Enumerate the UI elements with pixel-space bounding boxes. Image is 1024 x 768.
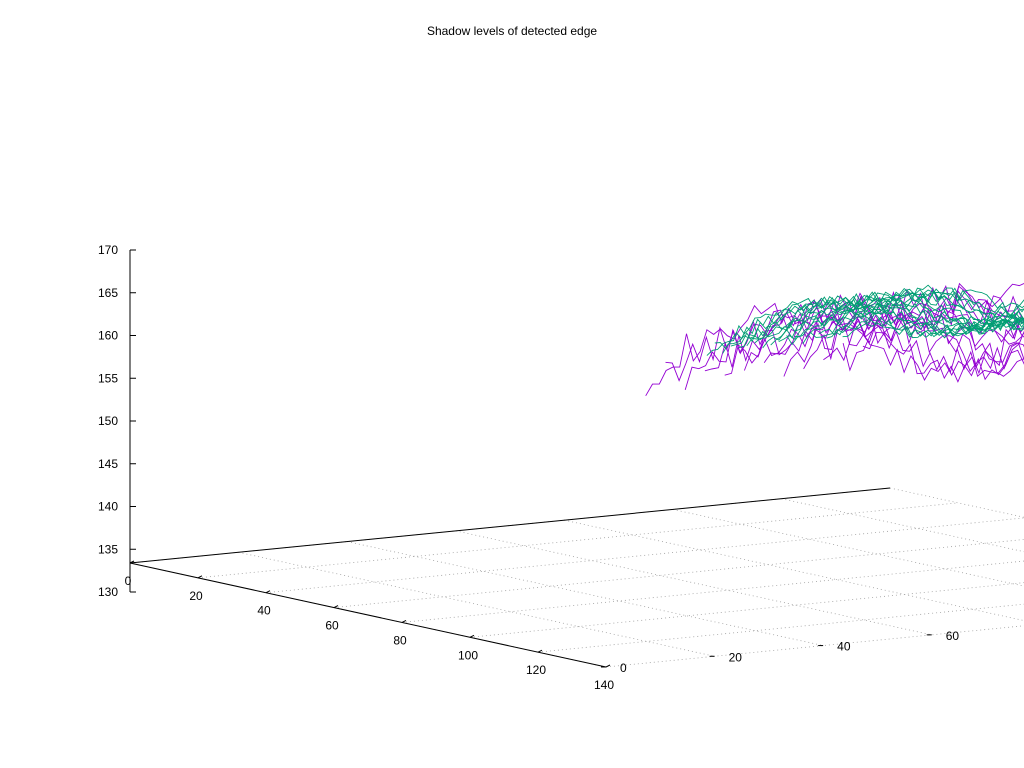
surface-row (826, 284, 1024, 339)
x-tick-mark (129, 560, 135, 564)
x-tick-label: 80 (393, 633, 407, 647)
x-tick-label: 20 (189, 589, 203, 603)
y-tick-label: 40 (837, 640, 851, 654)
surface-series-b (706, 284, 1024, 356)
y-axis-line (129, 487, 891, 564)
surface-row (762, 295, 1024, 349)
surface-row (802, 287, 1024, 345)
x-tick-mark (605, 664, 611, 668)
x-tick-mark (197, 575, 203, 579)
grid-line-y (347, 541, 824, 646)
z-tick-label: 145 (98, 457, 118, 471)
x-tick-label: 140 (594, 678, 614, 692)
grid-line-x (265, 517, 1024, 594)
axes (129, 249, 932, 668)
z-tick-label: 165 (98, 286, 118, 300)
surface-row (810, 290, 1024, 338)
z-tick-label: 135 (98, 542, 118, 556)
grid-line-y (889, 487, 1024, 518)
surface-row (794, 292, 1024, 337)
grid-line-x (401, 560, 1024, 623)
z-tick-label: 160 (98, 329, 118, 343)
grid-line-x (197, 502, 959, 579)
grid-line-y (238, 551, 715, 657)
surface-row (763, 288, 1024, 363)
grid-line-x (469, 582, 1024, 638)
chart-title: Shadow levels of detected edge (427, 24, 597, 38)
surface-row (842, 287, 1024, 338)
z-tick-label: 150 (98, 414, 118, 428)
surface-row (823, 282, 1024, 362)
x-tick-label: 100 (458, 648, 478, 662)
surface-row (714, 299, 1024, 349)
grid-line-y (455, 530, 932, 636)
floor-grid (129, 487, 1024, 668)
z-tick-label: 170 (98, 243, 118, 257)
grid-line-x (333, 539, 1024, 608)
grid-line-y (781, 498, 1024, 553)
x-tick-label: 120 (526, 663, 546, 677)
surface-row (834, 287, 1024, 336)
x-tick-mark (469, 634, 475, 638)
z-tick-label: 140 (98, 500, 118, 514)
x-tick-mark (333, 605, 339, 609)
surface-row (754, 293, 1024, 344)
y-tick-label: 20 (729, 650, 743, 664)
surface-row (730, 296, 1024, 347)
x-tick-mark (265, 590, 271, 594)
x-tick-label: 40 (257, 604, 271, 618)
tick-labels: 0204060801001201400204060801001201401301… (98, 243, 960, 692)
surface-row (786, 292, 1024, 346)
x-tick-label: 0 (125, 574, 132, 588)
grid-line-x (605, 625, 1024, 668)
y-tick-label: 60 (946, 629, 960, 643)
surface-row (818, 288, 1024, 336)
surface-row (722, 296, 1024, 354)
z-tick-label: 155 (98, 371, 118, 385)
x-tick-mark (537, 649, 543, 653)
surface-row (746, 295, 1024, 347)
surface-row (645, 302, 1024, 397)
grid-line-y (672, 509, 1024, 587)
x-axis-line (129, 562, 607, 668)
x-tick-label: 60 (325, 619, 339, 633)
x-tick-mark (401, 619, 407, 623)
z-tick-label: 130 (98, 585, 118, 599)
y-tick-label: 0 (620, 661, 627, 675)
surface-row (803, 286, 1024, 370)
